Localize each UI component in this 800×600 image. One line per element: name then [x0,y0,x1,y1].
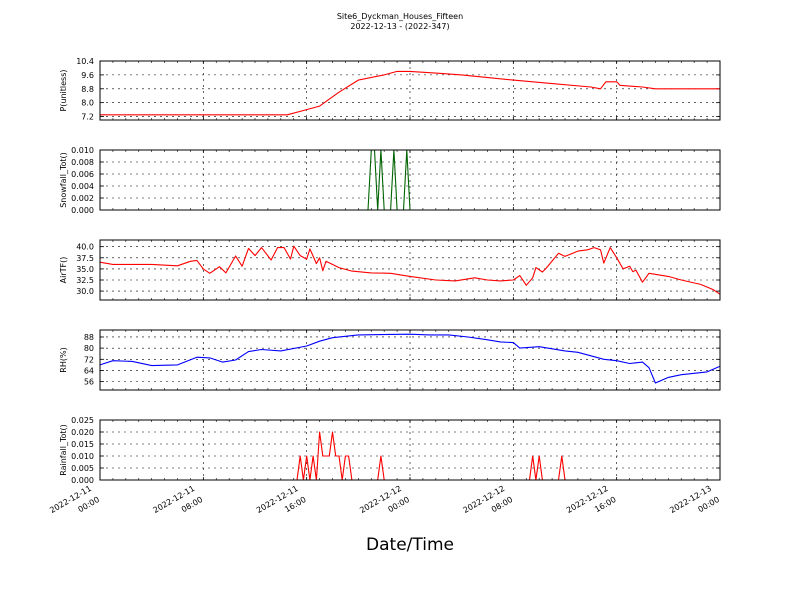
y-tick-label: 56 [84,378,94,387]
y-tick-label: 80 [84,344,94,353]
chart-subtitle: 2022-12-13 - (2022-347) [350,22,449,31]
y-tick-label: 64 [84,366,94,375]
y-tick-label: 0.000 [71,206,94,215]
series-line [100,70,720,116]
y-tick-label: 0.025 [71,416,94,425]
chart-title: Site6_Dyckman_Houses_Fifteen [337,12,463,21]
y-axis-label: AirTF() [59,257,68,284]
panel-2: 0.000 0.002 0.004 0.006 0.008 0.010Snowfall_T… [59,146,721,215]
x-axis-label: Date/Time [366,535,454,555]
y-tick-label: 8.8 [81,85,94,94]
y-tick-label: 10.4 [76,57,94,66]
y-tick-label: 32.5 [76,276,94,285]
y-tick-label: 30.0 [76,287,94,296]
y-axis-label: Rainfall_Tot() [59,424,68,476]
y-tick-label: 0.004 [71,182,94,191]
axes-frame [99,419,721,481]
y-tick-label: 40.0 [76,243,94,252]
y-tick-label: 0.010 [71,146,94,155]
y-axis-label: Snowfall_Tot() [59,152,68,208]
panels: 7.28.08.89.610.4P(unitless)0.0000.0020.0… [59,57,721,485]
axes-frame [99,149,721,211]
y-tick-label: 88 [84,333,94,342]
y-tick-label: 0.000 [71,476,94,485]
series-line [99,245,721,295]
y-tick-label: 35.0 [76,265,94,274]
y-tick-label: 7.2 [81,113,94,122]
y-tick-label: 0.020 [71,428,94,437]
axes-frame [99,329,721,391]
axes-frame [99,239,721,301]
series-line [100,431,720,481]
y-tick-label: 72 [84,355,94,364]
y-tick-label: 0.006 [71,170,94,179]
y-tick-label: 0.010 [71,452,94,461]
panel-5: 0.000 0.005 0.010 0.015 0.020 0.025Rainfall_T… [59,416,721,485]
y-tick-label: 9.6 [81,71,94,80]
y-tick-label: 37.5 [76,254,94,263]
y-tick-label: 0.005 [71,464,94,473]
y-tick-label: 8.0 [81,99,94,108]
panel-4: 56 64 72 80 88 RH(%) [59,329,721,391]
y-tick-label: 0.008 [71,158,94,167]
y-axis-label: RH(%) [59,347,68,372]
panel-3: 30.0 32.5 35.0 37.5 40.0 AirTF() [59,239,721,301]
y-tick-label: 0.015 [71,440,94,449]
panel-1: 7.2 8.0 8.8 9.6 10.4 P(unitless) [59,57,721,122]
y-axis-label: P(unitless) [59,69,68,111]
series-line [99,333,721,384]
axes-frame [99,60,721,121]
y-tick-label: 0.002 [71,194,94,203]
